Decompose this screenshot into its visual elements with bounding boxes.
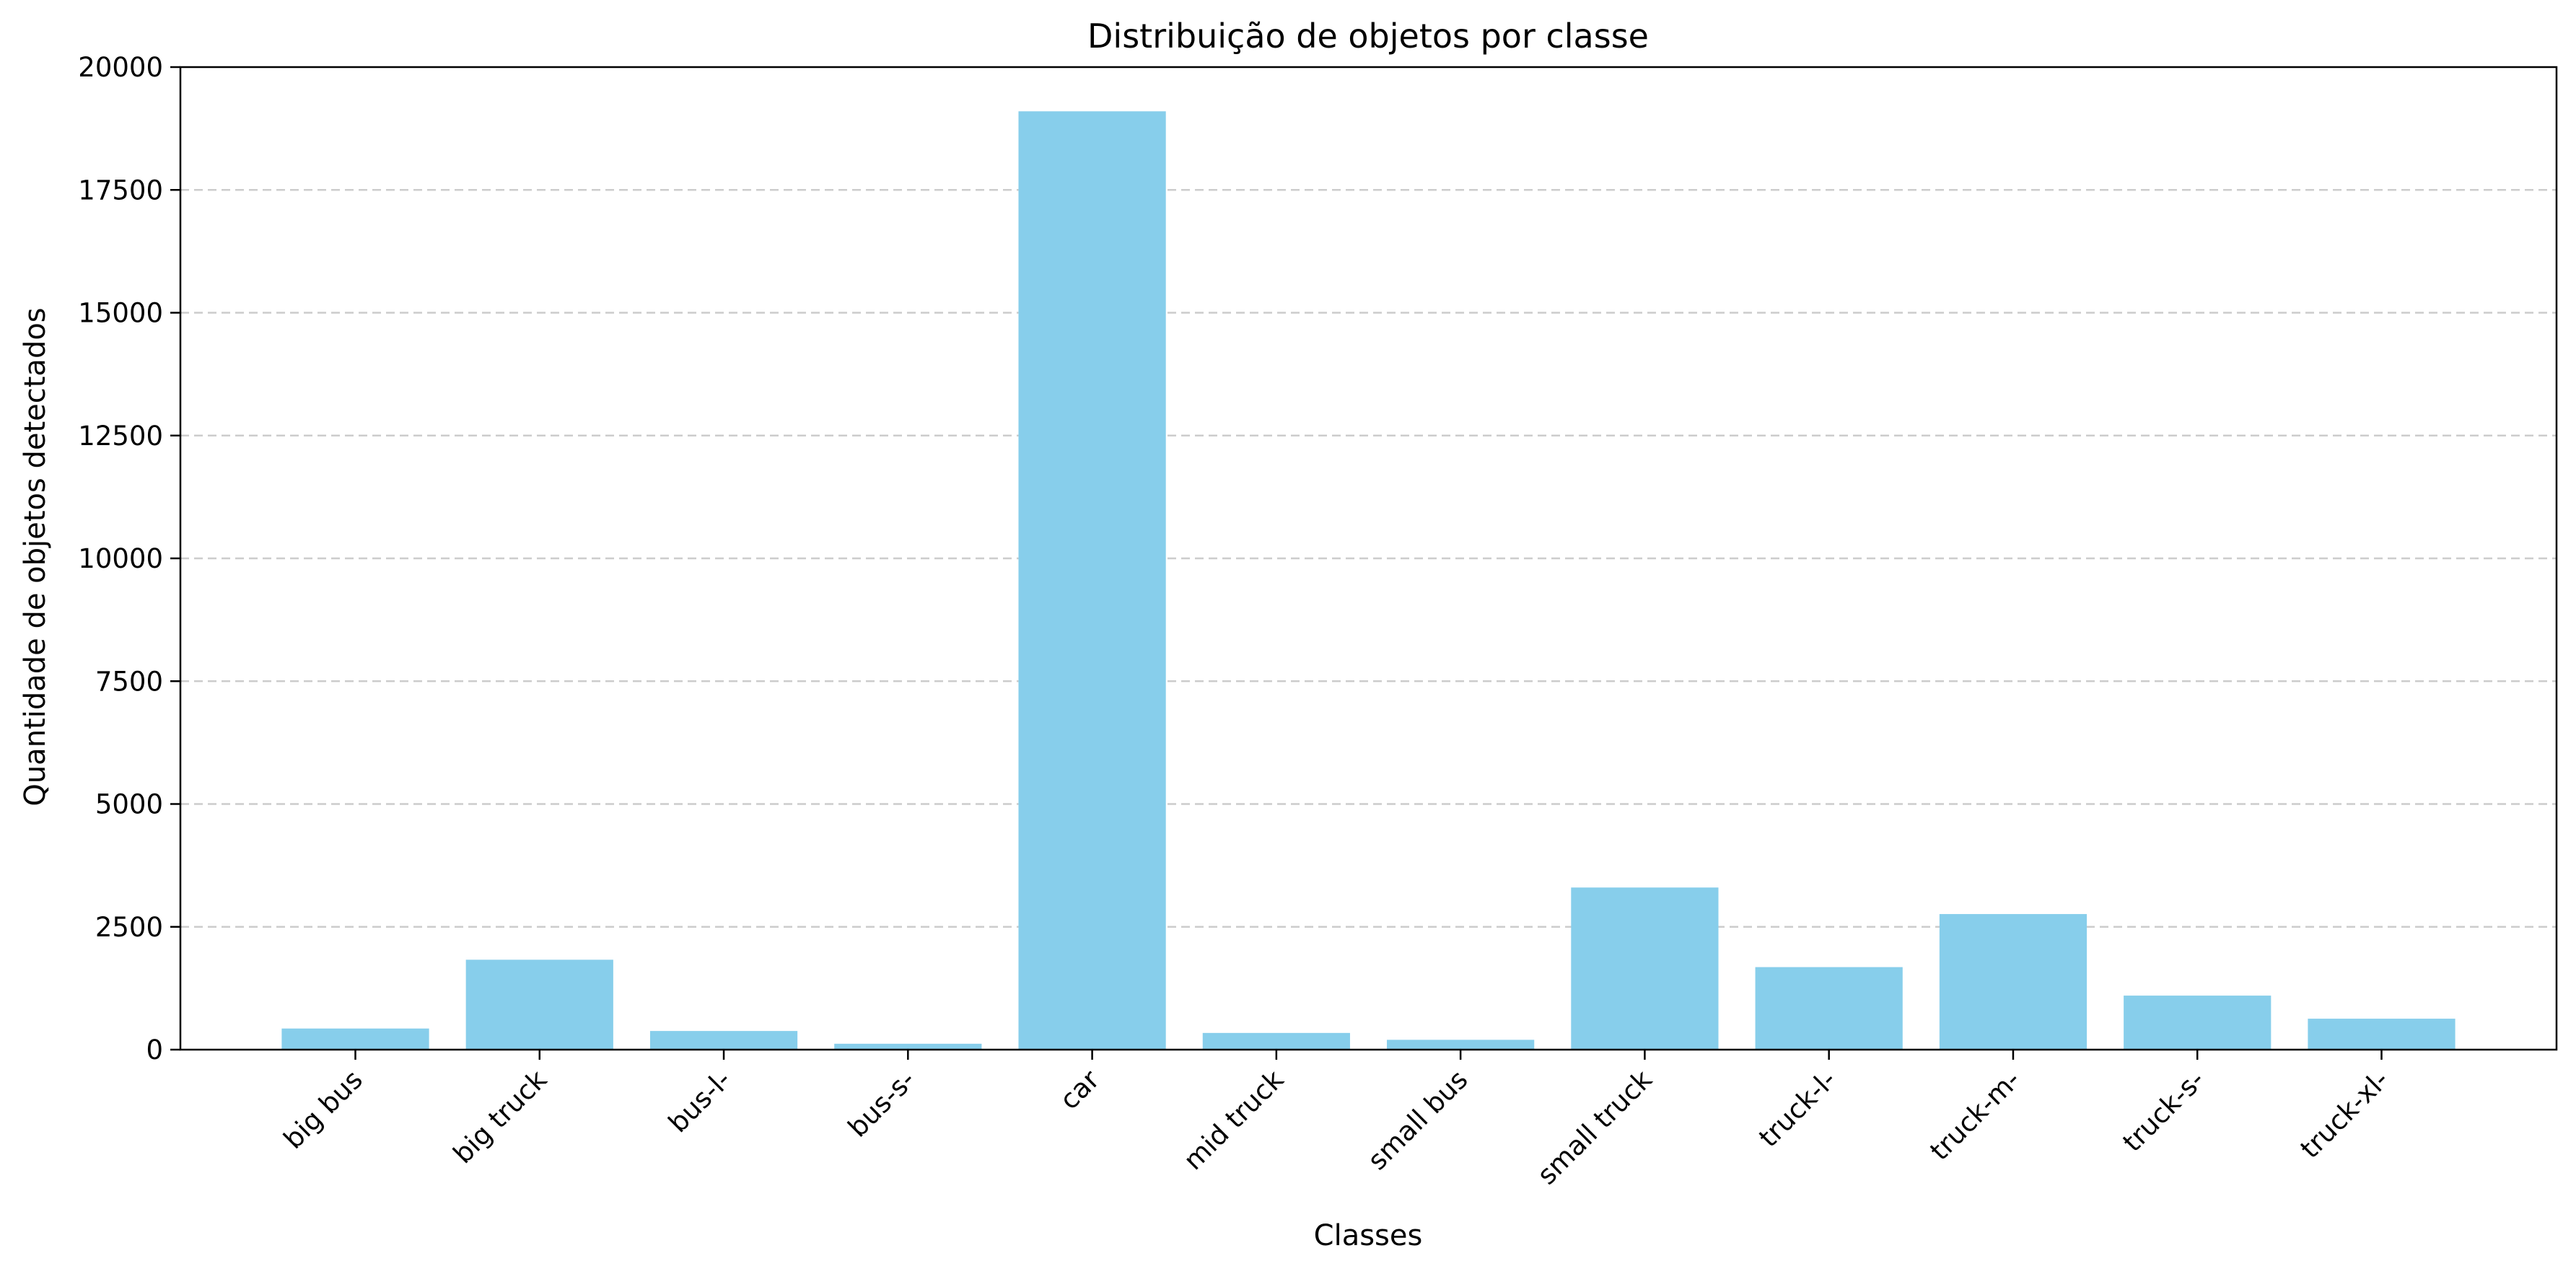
y-tick-label: 17500 — [78, 175, 163, 206]
bar — [1202, 1032, 1350, 1050]
y-tick-label: 2500 — [95, 912, 163, 943]
y-tick-label: 0 — [146, 1034, 163, 1066]
bar — [1018, 111, 1166, 1050]
bar — [2124, 996, 2271, 1050]
y-tick-label: 12500 — [78, 421, 163, 452]
y-tick-label: 20000 — [78, 52, 163, 83]
bar — [281, 1028, 429, 1050]
bar — [2308, 1019, 2455, 1050]
x-axis-title: Classes — [1314, 1219, 1423, 1252]
y-axis-title: Quantidade de objetos detectados — [19, 307, 52, 806]
bar — [1387, 1040, 1535, 1050]
y-ticks: 0 2500 5000 7500 10000 12500 15000 17500 20000 — [78, 52, 180, 1066]
bar — [649, 1031, 798, 1050]
y-tick-label: 7500 — [95, 666, 163, 697]
bar — [834, 1043, 982, 1050]
y-tick-label: 15000 — [78, 298, 163, 329]
bars — [281, 111, 2455, 1050]
y-tick-label: 5000 — [95, 789, 163, 820]
gridlines — [180, 189, 2557, 928]
bar — [465, 959, 613, 1050]
bar — [1571, 887, 1719, 1050]
chart-title: Distribuição de objetos por classe — [1087, 17, 1649, 56]
bar — [1755, 967, 1903, 1050]
y-tick-label: 10000 — [78, 543, 163, 574]
bar — [1939, 914, 2087, 1050]
